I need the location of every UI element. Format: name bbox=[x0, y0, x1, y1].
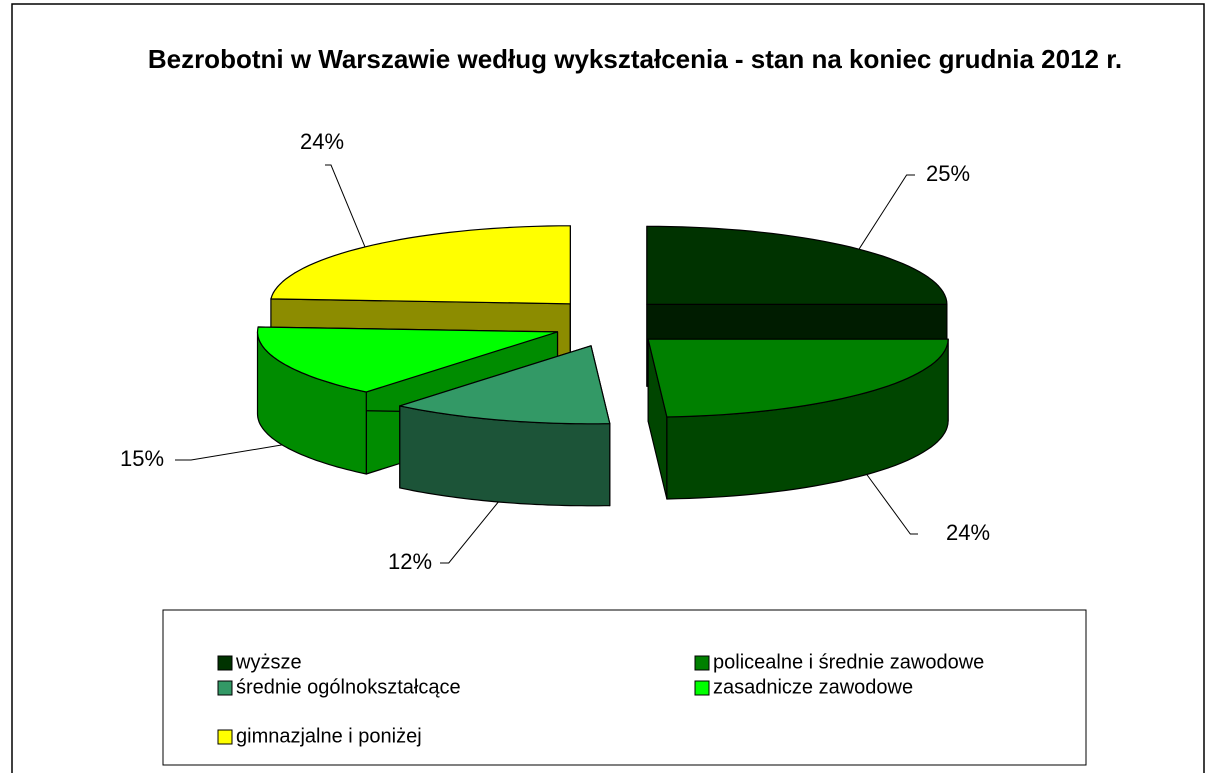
slice bbox=[399, 345, 611, 507]
leader-line bbox=[440, 501, 499, 564]
legend-swatch bbox=[694, 680, 710, 696]
pie bbox=[256, 225, 949, 507]
legend-box bbox=[162, 609, 1087, 766]
legend-label: gimnazjalne i poniżej bbox=[236, 725, 422, 747]
slice-top bbox=[647, 338, 949, 418]
data-label: 12% bbox=[388, 549, 432, 574]
leader-line bbox=[325, 164, 366, 248]
data-label: 24% bbox=[946, 520, 990, 545]
leader-line bbox=[858, 174, 915, 250]
legend-swatch bbox=[217, 655, 233, 671]
legend-swatch bbox=[694, 655, 710, 671]
leader-line bbox=[866, 474, 918, 535]
leader-line bbox=[175, 444, 283, 461]
data-label: 25% bbox=[926, 161, 970, 186]
legend-label: policealne i średnie zawodowe bbox=[713, 651, 984, 673]
legend-label: wyższe bbox=[235, 651, 302, 673]
slice bbox=[647, 338, 949, 500]
slice-top bbox=[256, 326, 559, 393]
legend-swatch bbox=[217, 680, 233, 696]
data-label: 15% bbox=[120, 446, 164, 471]
legend-swatch bbox=[217, 729, 233, 745]
slice-top bbox=[399, 345, 611, 425]
legend-label: średnie ogólnokształcące bbox=[236, 676, 461, 698]
chart-title: Bezrobotni w Warszawie według wykształce… bbox=[147, 44, 1123, 74]
legend-label: zasadnicze zawodowe bbox=[713, 676, 913, 698]
data-label: 24% bbox=[300, 129, 344, 154]
